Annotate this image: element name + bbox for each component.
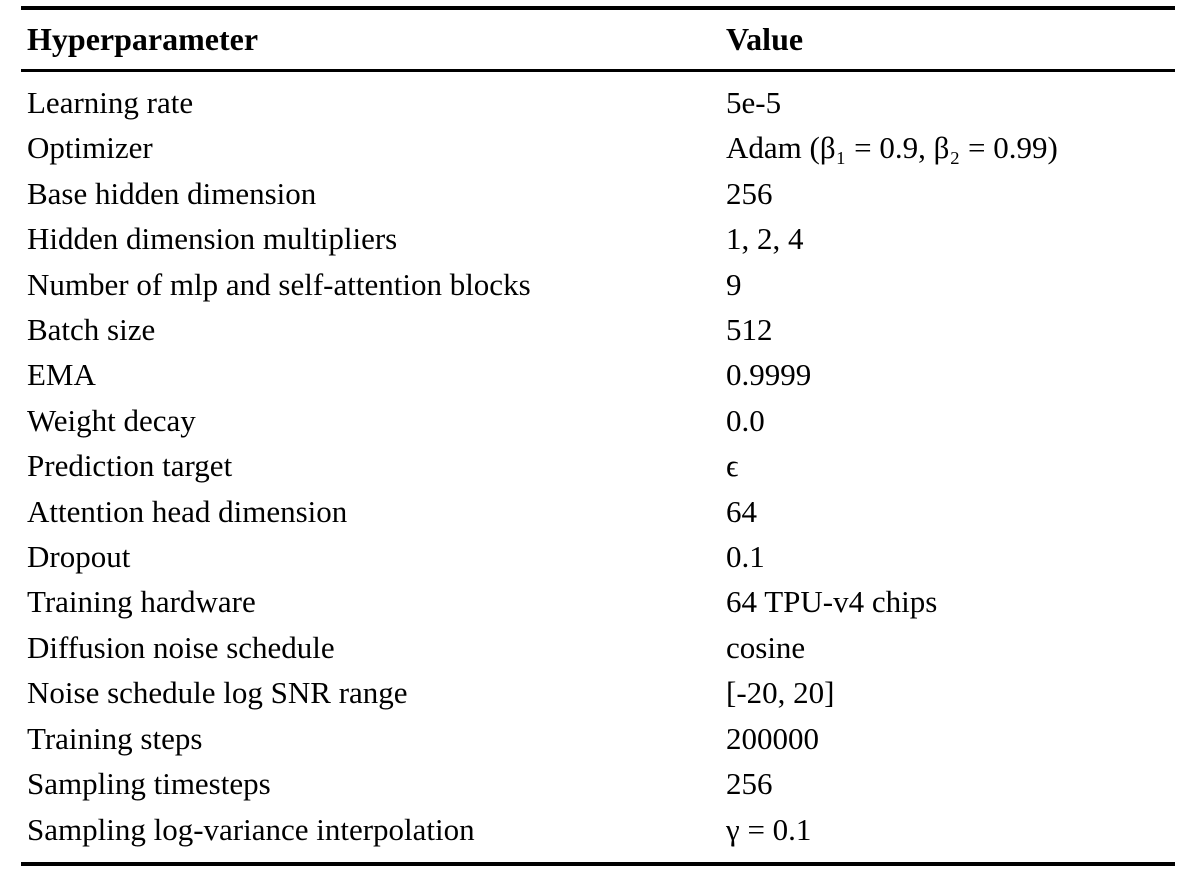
table-row: Base hidden dimension 256: [21, 171, 1175, 216]
hyperparameter-value: 256: [726, 175, 773, 211]
table-row: Diffusion noise schedule cosine: [21, 625, 1175, 670]
table-header-row: Hyperparameter Value: [21, 10, 1175, 72]
hyperparameter-value: [-20, 20]: [726, 675, 835, 711]
hyperparameter-value: 64: [726, 493, 757, 529]
table-row: Training hardware 64 TPU-v4 chips: [21, 579, 1175, 624]
table-body: Learning rate 5e-5 Optimizer Adam (β₁ = …: [21, 72, 1175, 862]
table-row: Sampling log-variance interpolation γ = …: [21, 807, 1175, 852]
hyperparameter-value: 0.9999: [726, 357, 812, 393]
hyperparameter-name: Attention head dimension: [27, 493, 348, 529]
table-row: Sampling timesteps 256: [21, 761, 1175, 806]
table-row: Number of mlp and self-attention blocks …: [21, 262, 1175, 307]
table-row: Learning rate 5e-5: [21, 80, 1175, 125]
hyperparameter-value: 64 TPU-v4 chips: [726, 584, 938, 620]
hyperparameter-name: Training hardware: [27, 584, 256, 620]
hyperparameter-name: Learning rate: [27, 85, 194, 120]
column-header-hyperparameter: Hyperparameter: [27, 21, 259, 57]
hyperparameter-name: Prediction target: [27, 448, 233, 484]
hyperparameter-value: 0.0: [726, 402, 765, 438]
hyperparameter-name: Hidden dimension multipliers: [27, 221, 398, 257]
hyperparameter-value: 200000: [726, 720, 819, 756]
table-row: Optimizer Adam (β₁ = 0.9, β₂ = 0.99): [21, 125, 1175, 170]
table-row: Weight decay 0.0: [21, 398, 1175, 443]
table-row: Attention head dimension 64: [21, 489, 1175, 534]
hyperparameter-value: 256: [726, 766, 773, 802]
table-row: Dropout 0.1: [21, 534, 1175, 579]
table-row: EMA 0.9999: [21, 352, 1175, 397]
table-row: Hidden dimension multipliers 1, 2, 4: [21, 216, 1175, 261]
table-row: Training steps 200000: [21, 716, 1175, 761]
hyperparameter-name: Sampling timesteps: [27, 766, 271, 802]
hyperparameter-table: Hyperparameter Value Learning rate 5e-5 …: [21, 6, 1175, 866]
column-header-value: Value: [726, 21, 804, 57]
hyperparameter-name: Diffusion noise schedule: [27, 629, 335, 665]
hyperparameter-name: Training steps: [27, 720, 203, 756]
hyperparameter-value: 0.1: [726, 539, 765, 575]
hyperparameter-value: γ = 0.1: [726, 811, 812, 847]
hyperparameter-name: Dropout: [27, 539, 131, 575]
hyperparameter-value: 512: [726, 312, 773, 348]
hyperparameter-name: Optimizer: [27, 130, 153, 166]
table-row: Batch size 512: [21, 307, 1175, 352]
hyperparameter-name: Batch size: [27, 312, 156, 348]
hyperparameter-value: 1, 2, 4: [726, 221, 804, 257]
table-row: Noise schedule log SNR range [-20, 20]: [21, 670, 1175, 715]
hyperparameter-value: Adam (β₁ = 0.9, β₂ = 0.99): [726, 130, 1058, 166]
hyperparameter-name: Noise schedule log SNR range: [27, 675, 408, 711]
hyperparameter-value: ϵ: [726, 448, 739, 484]
hyperparameter-value: 9: [726, 266, 742, 302]
hyperparameter-name: Base hidden dimension: [27, 175, 317, 211]
hyperparameter-name: Weight decay: [27, 402, 196, 438]
hyperparameter-value: 5e-5: [726, 85, 782, 120]
hyperparameter-name: EMA: [27, 357, 96, 393]
hyperparameter-name: Number of mlp and self-attention blocks: [27, 266, 531, 302]
hyperparameter-name: Sampling log-variance interpolation: [27, 811, 475, 847]
table-row: Prediction target ϵ: [21, 443, 1175, 488]
hyperparameter-value: cosine: [726, 629, 806, 665]
